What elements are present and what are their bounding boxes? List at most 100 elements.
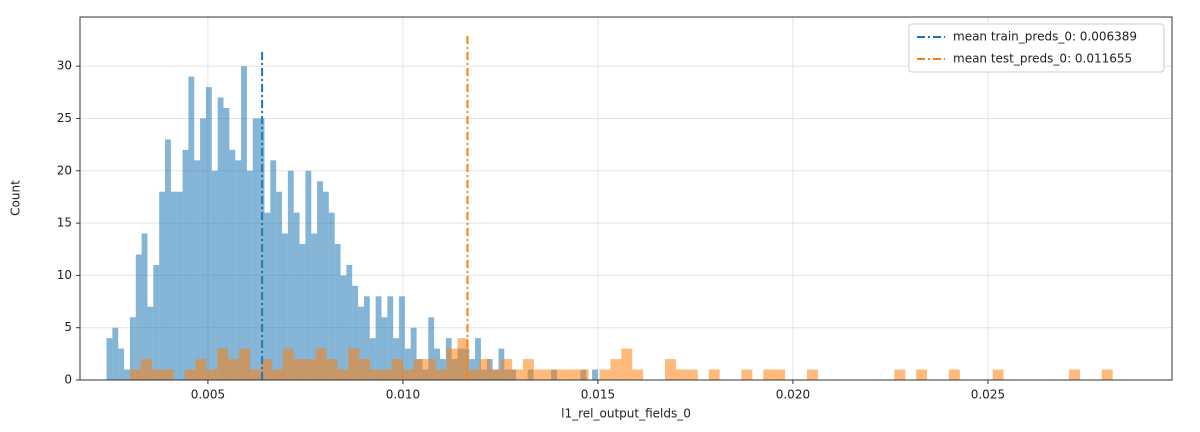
histogram-bar (170, 191, 177, 380)
histogram-bar (404, 348, 411, 380)
histogram-bar (305, 170, 312, 380)
histogram-bar (246, 170, 253, 380)
histogram-bar (315, 348, 327, 380)
histogram-bar (299, 244, 306, 380)
legend-label: mean train_preds_0: 0.006389 (953, 30, 1137, 44)
histogram-bar (151, 369, 163, 380)
histogram-bar (359, 359, 371, 380)
histogram-bar (118, 348, 125, 380)
histogram-bar (276, 191, 283, 380)
legend-box (908, 23, 1165, 73)
histogram-bar (147, 306, 154, 380)
histogram-bar (352, 285, 359, 380)
histogram-bar (326, 359, 338, 380)
histogram-bar (162, 369, 174, 380)
histogram-bar (392, 359, 403, 380)
histogram-bar (260, 359, 272, 380)
histogram-bar (468, 369, 480, 380)
histogram-bar (348, 348, 360, 380)
histogram-bar (195, 359, 207, 380)
histogram-bar (381, 317, 388, 380)
histogram-bar (894, 369, 906, 380)
histogram-bar (555, 369, 567, 380)
histogram-bar (337, 369, 349, 380)
histogram-bar (235, 160, 242, 380)
x-tick-label: 0.015 (581, 388, 615, 402)
x-axis-label: l1_rel_output_fields_0 (561, 407, 691, 421)
histogram-bar (763, 369, 775, 380)
histogram-bar (223, 108, 230, 380)
x-tick-label: 0.020 (776, 388, 810, 402)
histogram-bar (387, 296, 394, 380)
histogram-bar (402, 369, 414, 380)
histogram-bar (239, 348, 251, 380)
y-tick-label: 5 (64, 320, 72, 334)
histogram-bar (346, 264, 353, 380)
histogram-bar (599, 369, 611, 380)
histogram-bar (184, 369, 196, 380)
histogram-bar (328, 212, 335, 380)
x-tick-label: 0.010 (386, 388, 420, 402)
histogram-bar (533, 369, 545, 380)
y-tick-label: 20 (57, 163, 72, 177)
histogram-bar (410, 327, 417, 380)
histogram-bar (228, 359, 240, 380)
histogram-bar (270, 160, 277, 380)
histogram-bar (282, 233, 288, 380)
histogram-bar (293, 359, 305, 380)
histogram-bar (774, 369, 786, 380)
histogram-bar (475, 338, 481, 380)
y-tick-label: 0 (64, 373, 72, 387)
histogram-bar (806, 369, 818, 380)
histogram-bar (632, 369, 644, 380)
histogram-bar (399, 296, 405, 380)
histogram-bar (512, 369, 524, 380)
histogram-bar (141, 233, 148, 380)
histogram-bar (948, 369, 960, 380)
y-tick-label: 30 (57, 59, 72, 73)
histogram-bar (211, 170, 218, 380)
histogram-bar (322, 191, 329, 380)
histogram-bar (135, 254, 142, 380)
histogram-bar (544, 369, 556, 380)
histogram-bar (271, 369, 283, 380)
histogram-bar (428, 317, 435, 380)
histogram-bar (369, 338, 376, 380)
histogram-bar (252, 118, 259, 380)
histogram-bar (457, 338, 469, 380)
histogram-bar (413, 359, 425, 380)
y-tick-label: 10 (57, 268, 72, 282)
histogram-bar (293, 212, 300, 380)
y-tick-label: 15 (57, 216, 72, 230)
histogram-bar (282, 348, 294, 380)
histogram-bar (188, 76, 195, 381)
histogram-bar (363, 296, 370, 380)
histogram-bar (200, 118, 206, 380)
histogram-bar (140, 359, 152, 380)
histogram-bar (686, 369, 698, 380)
histogram-bar (205, 87, 212, 380)
histogram-bar (153, 264, 160, 380)
histogram-bar (665, 359, 676, 380)
histogram-bar (287, 170, 294, 380)
y-tick-label: 25 (57, 111, 72, 125)
histogram-bar (381, 369, 392, 380)
legend-label: mean test_preds_0: 0.011655 (953, 52, 1132, 66)
histogram-bar (708, 369, 720, 380)
histogram-bar (124, 369, 130, 380)
histogram-bar (334, 244, 341, 380)
histogram-bar (435, 369, 447, 380)
histogram-bar (566, 369, 578, 380)
histogram-bar (992, 369, 1004, 380)
histogram-bar (194, 160, 201, 380)
legend: mean train_preds_0: 0.006389 mean test_pr… (908, 23, 1165, 73)
histogram-bar (523, 359, 534, 380)
histogram-bar (317, 181, 323, 380)
x-tick-label: 0.005 (191, 388, 225, 402)
histogram-bar (304, 359, 316, 380)
histogram-bar (375, 296, 382, 380)
histogram-bar (479, 359, 491, 380)
histogram-bar (424, 359, 436, 380)
histogram-bar (592, 369, 598, 380)
